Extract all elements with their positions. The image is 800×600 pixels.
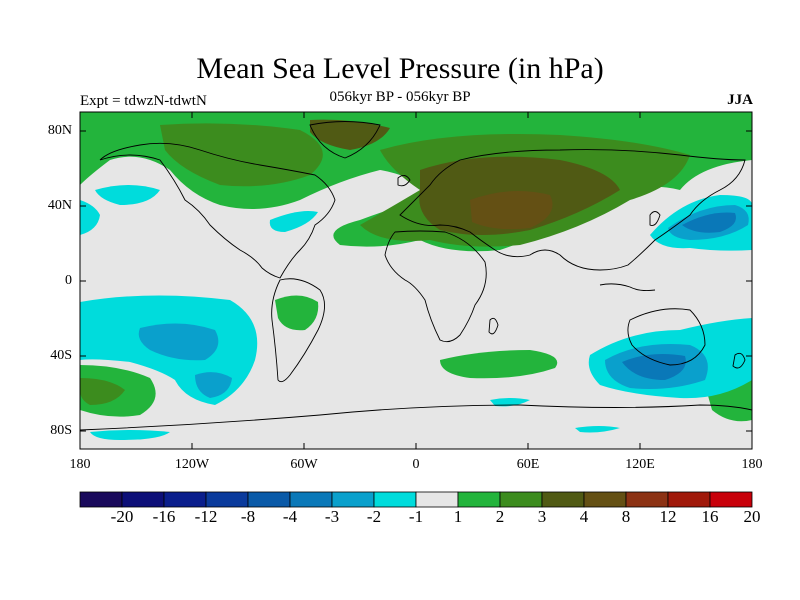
colorbar-label: 4 — [579, 507, 589, 526]
lat-label-80n: 80N — [47, 123, 72, 138]
colorbar-label: -1 — [408, 507, 424, 526]
colorbar-swatch — [709, 491, 753, 508]
antarctic-cyan-1 — [90, 430, 170, 440]
colorbar-label: -8 — [240, 507, 256, 526]
south-pacific-blue-2 — [195, 372, 232, 398]
colorbar — [79, 491, 753, 508]
south-america-coast — [271, 278, 325, 383]
lat-label-80s: 80S — [50, 423, 72, 438]
north-atlantic-olive — [310, 119, 390, 150]
antarctic-cyan-2 — [490, 398, 530, 407]
season-label: JJA — [727, 92, 753, 108]
colorbar-swatch — [79, 491, 123, 508]
eurasia-green-dark — [160, 123, 323, 187]
colorbar-label: 16 — [701, 507, 719, 526]
colorbar-label: -3 — [324, 507, 340, 526]
colorbar-label: 8 — [621, 507, 631, 526]
madagascar-coast — [488, 317, 499, 335]
nw-pacific-deep — [682, 212, 736, 233]
colorbar-swatch — [331, 491, 375, 508]
australia-coast — [627, 308, 706, 366]
colorbar-label: 20 — [743, 507, 761, 526]
colorbar-label: -2 — [366, 507, 382, 526]
lat-label-40n: 40N — [47, 198, 72, 213]
subtitle: 056kyr BP - 056kyr BP — [329, 89, 471, 105]
north-pacific-cyan — [95, 185, 160, 205]
colorbar-swatch — [163, 491, 207, 508]
lat-label-0: 0 — [65, 273, 72, 288]
lon-label-180w: 180 — [69, 457, 91, 472]
eurasia-coast — [399, 149, 746, 271]
uk-coast — [397, 175, 411, 187]
coastlines — [80, 121, 752, 431]
colorbar-label: -20 — [110, 507, 134, 526]
colorbar-label: -12 — [194, 507, 218, 526]
lon-label-60w: 60W — [290, 457, 318, 472]
southern-indian-deep — [622, 354, 686, 380]
colorbar-swatch — [289, 491, 333, 508]
indian-ocean-green — [440, 350, 558, 379]
colorbar-label: 12 — [659, 507, 677, 526]
colorbar-swatch — [247, 491, 291, 508]
lat-label-40s: 40S — [50, 348, 72, 363]
indonesia-coast — [599, 283, 656, 292]
lon-label-0: 0 — [412, 457, 420, 472]
antarctica-coast — [80, 404, 752, 431]
colorbar-swatch — [415, 491, 459, 508]
greenland-coast — [309, 121, 381, 159]
lon-label-120e: 120E — [625, 457, 655, 472]
south-america-green — [275, 295, 319, 331]
colorbar-swatch — [205, 491, 249, 508]
tibet-brown — [470, 191, 553, 230]
lon-label-180e: 180 — [741, 457, 763, 472]
colorbar-swatch — [499, 491, 543, 508]
colorbar-label: 3 — [537, 507, 547, 526]
antarctic-cyan-3 — [575, 426, 620, 433]
colorbar-swatch — [541, 491, 585, 508]
south-pacific-blue — [138, 323, 219, 361]
south-pacific-olive-west — [80, 378, 125, 405]
colorbar-swatch — [121, 491, 165, 508]
north-america-coast — [99, 142, 336, 279]
colorbar-swatch — [625, 491, 669, 508]
colorbar-label: 1 — [453, 507, 463, 526]
colorbar-label: 2 — [495, 507, 505, 526]
experiment-label: Expt = tdwzN-tdwtN — [80, 93, 207, 109]
lon-label-120w: 120W — [174, 457, 210, 472]
pressure-field — [80, 112, 752, 449]
africa-coast — [384, 230, 487, 343]
axis-ticks — [80, 112, 752, 449]
west-pacific-cyan-north — [80, 200, 100, 235]
colorbar-swatch — [583, 491, 627, 508]
colorbar-swatch — [667, 491, 711, 508]
colorbar-swatch — [373, 491, 417, 508]
colorbar-label: -16 — [152, 507, 176, 526]
new-zealand-coast — [732, 352, 746, 369]
colorbar-label: -4 — [282, 507, 298, 526]
atlantic-cyan — [269, 211, 318, 232]
colorbar-swatch — [457, 491, 501, 508]
japan-coast — [649, 211, 661, 226]
lon-label-60e: 60E — [516, 457, 540, 472]
chart-title: Mean Sea Level Pressure (in hPa) — [196, 52, 604, 85]
